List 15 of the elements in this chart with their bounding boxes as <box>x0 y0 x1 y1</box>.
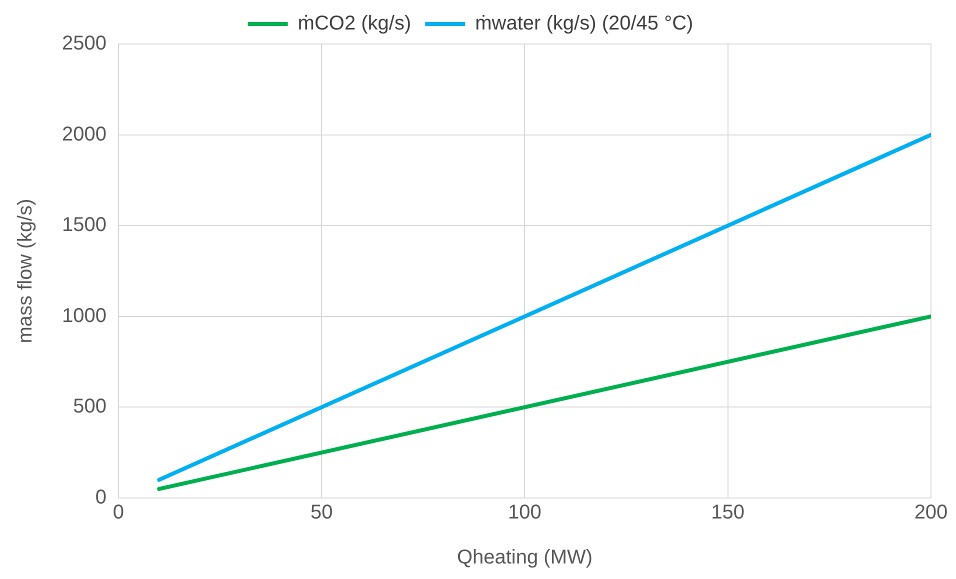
x-axis-title: Qheating (MW) <box>456 546 593 569</box>
x-tick-label: 0 <box>112 502 124 524</box>
y-tick-label: 500 <box>73 396 106 418</box>
y-tick-label: 1000 <box>62 304 106 327</box>
y-axis-title: mass flow (kg/s) <box>14 198 37 344</box>
x-tick-label: 200 <box>914 502 948 524</box>
y-tick-label: 2500 <box>62 32 106 55</box>
y-tick-label: 2000 <box>62 123 106 146</box>
legend-label: ṁCO2 (kg/s) <box>298 12 412 35</box>
x-tick-label: 50 <box>310 502 333 524</box>
legend-label: ṁwater (kg/s) (20/45 °C) <box>475 12 694 35</box>
x-tick-label: 100 <box>508 502 542 524</box>
y-tick-label: 1500 <box>62 214 106 236</box>
y-tick-label: 0 <box>95 486 106 509</box>
x-tick-label: 150 <box>711 502 745 524</box>
